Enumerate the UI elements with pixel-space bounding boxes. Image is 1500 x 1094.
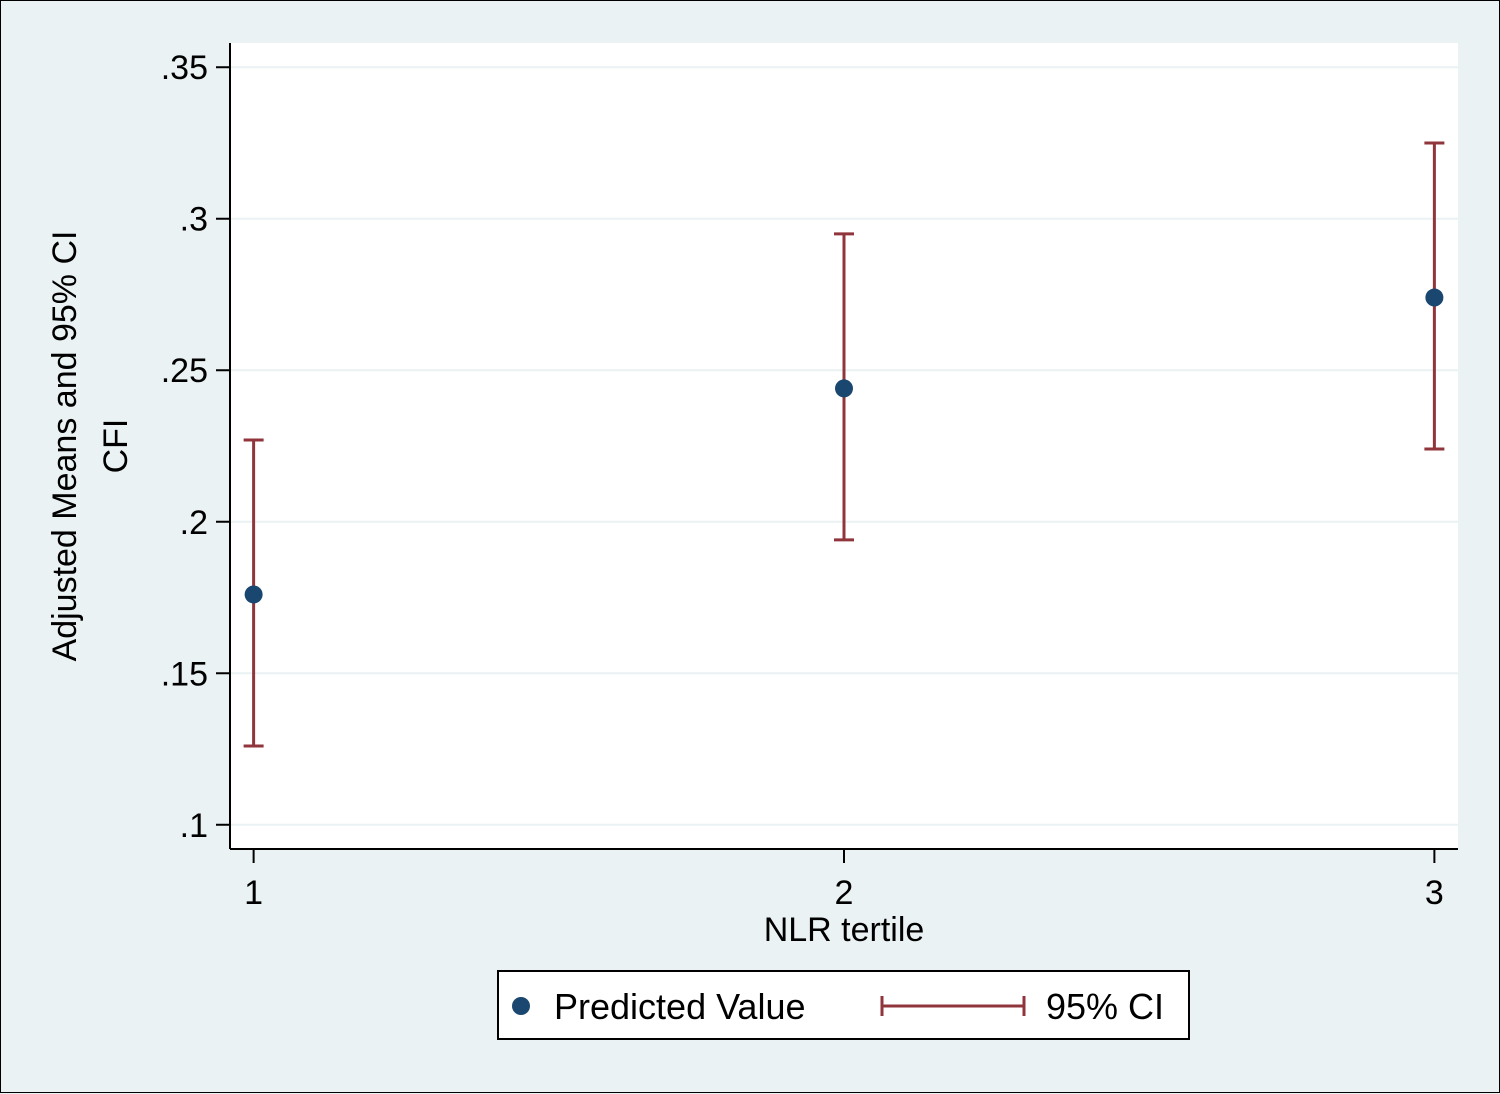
- y-tick-label: .3: [180, 201, 208, 239]
- predicted-point: [1425, 288, 1444, 307]
- y-tick-label: .35: [161, 49, 208, 87]
- y-axis-title-line-2: CFI: [97, 419, 135, 474]
- x-axis-title: NLR tertile: [764, 911, 925, 949]
- x-tick-label: 1: [244, 874, 263, 912]
- legend-marker-predicted: [512, 997, 530, 1015]
- y-tick-label: .15: [161, 655, 208, 693]
- y-tick-label: .2: [180, 504, 208, 542]
- predicted-point: [835, 379, 853, 398]
- legend-label-predicted: Predicted Value: [554, 986, 806, 1027]
- legend: Predicted Value 95% CI: [497, 970, 1190, 1040]
- legend-box: [497, 970, 1190, 1040]
- predicted-point: [244, 585, 263, 604]
- x-tick-label: 3: [1425, 874, 1444, 912]
- y-tick-label: .25: [161, 352, 208, 390]
- x-tick-label: 2: [835, 874, 854, 912]
- x-ticks: 1 2 3: [244, 849, 1444, 912]
- legend-label-ci: 95% CI: [1046, 986, 1164, 1027]
- legend-marker-ci: [880, 996, 1026, 1016]
- y-axis-title-line-1: Adjusted Means and 95% CI: [46, 231, 84, 662]
- y-ticks: .1 .15 .2 .25 .3 .35: [161, 49, 230, 845]
- predicted-points: [244, 288, 1444, 604]
- y-tick-label: .1: [180, 807, 208, 845]
